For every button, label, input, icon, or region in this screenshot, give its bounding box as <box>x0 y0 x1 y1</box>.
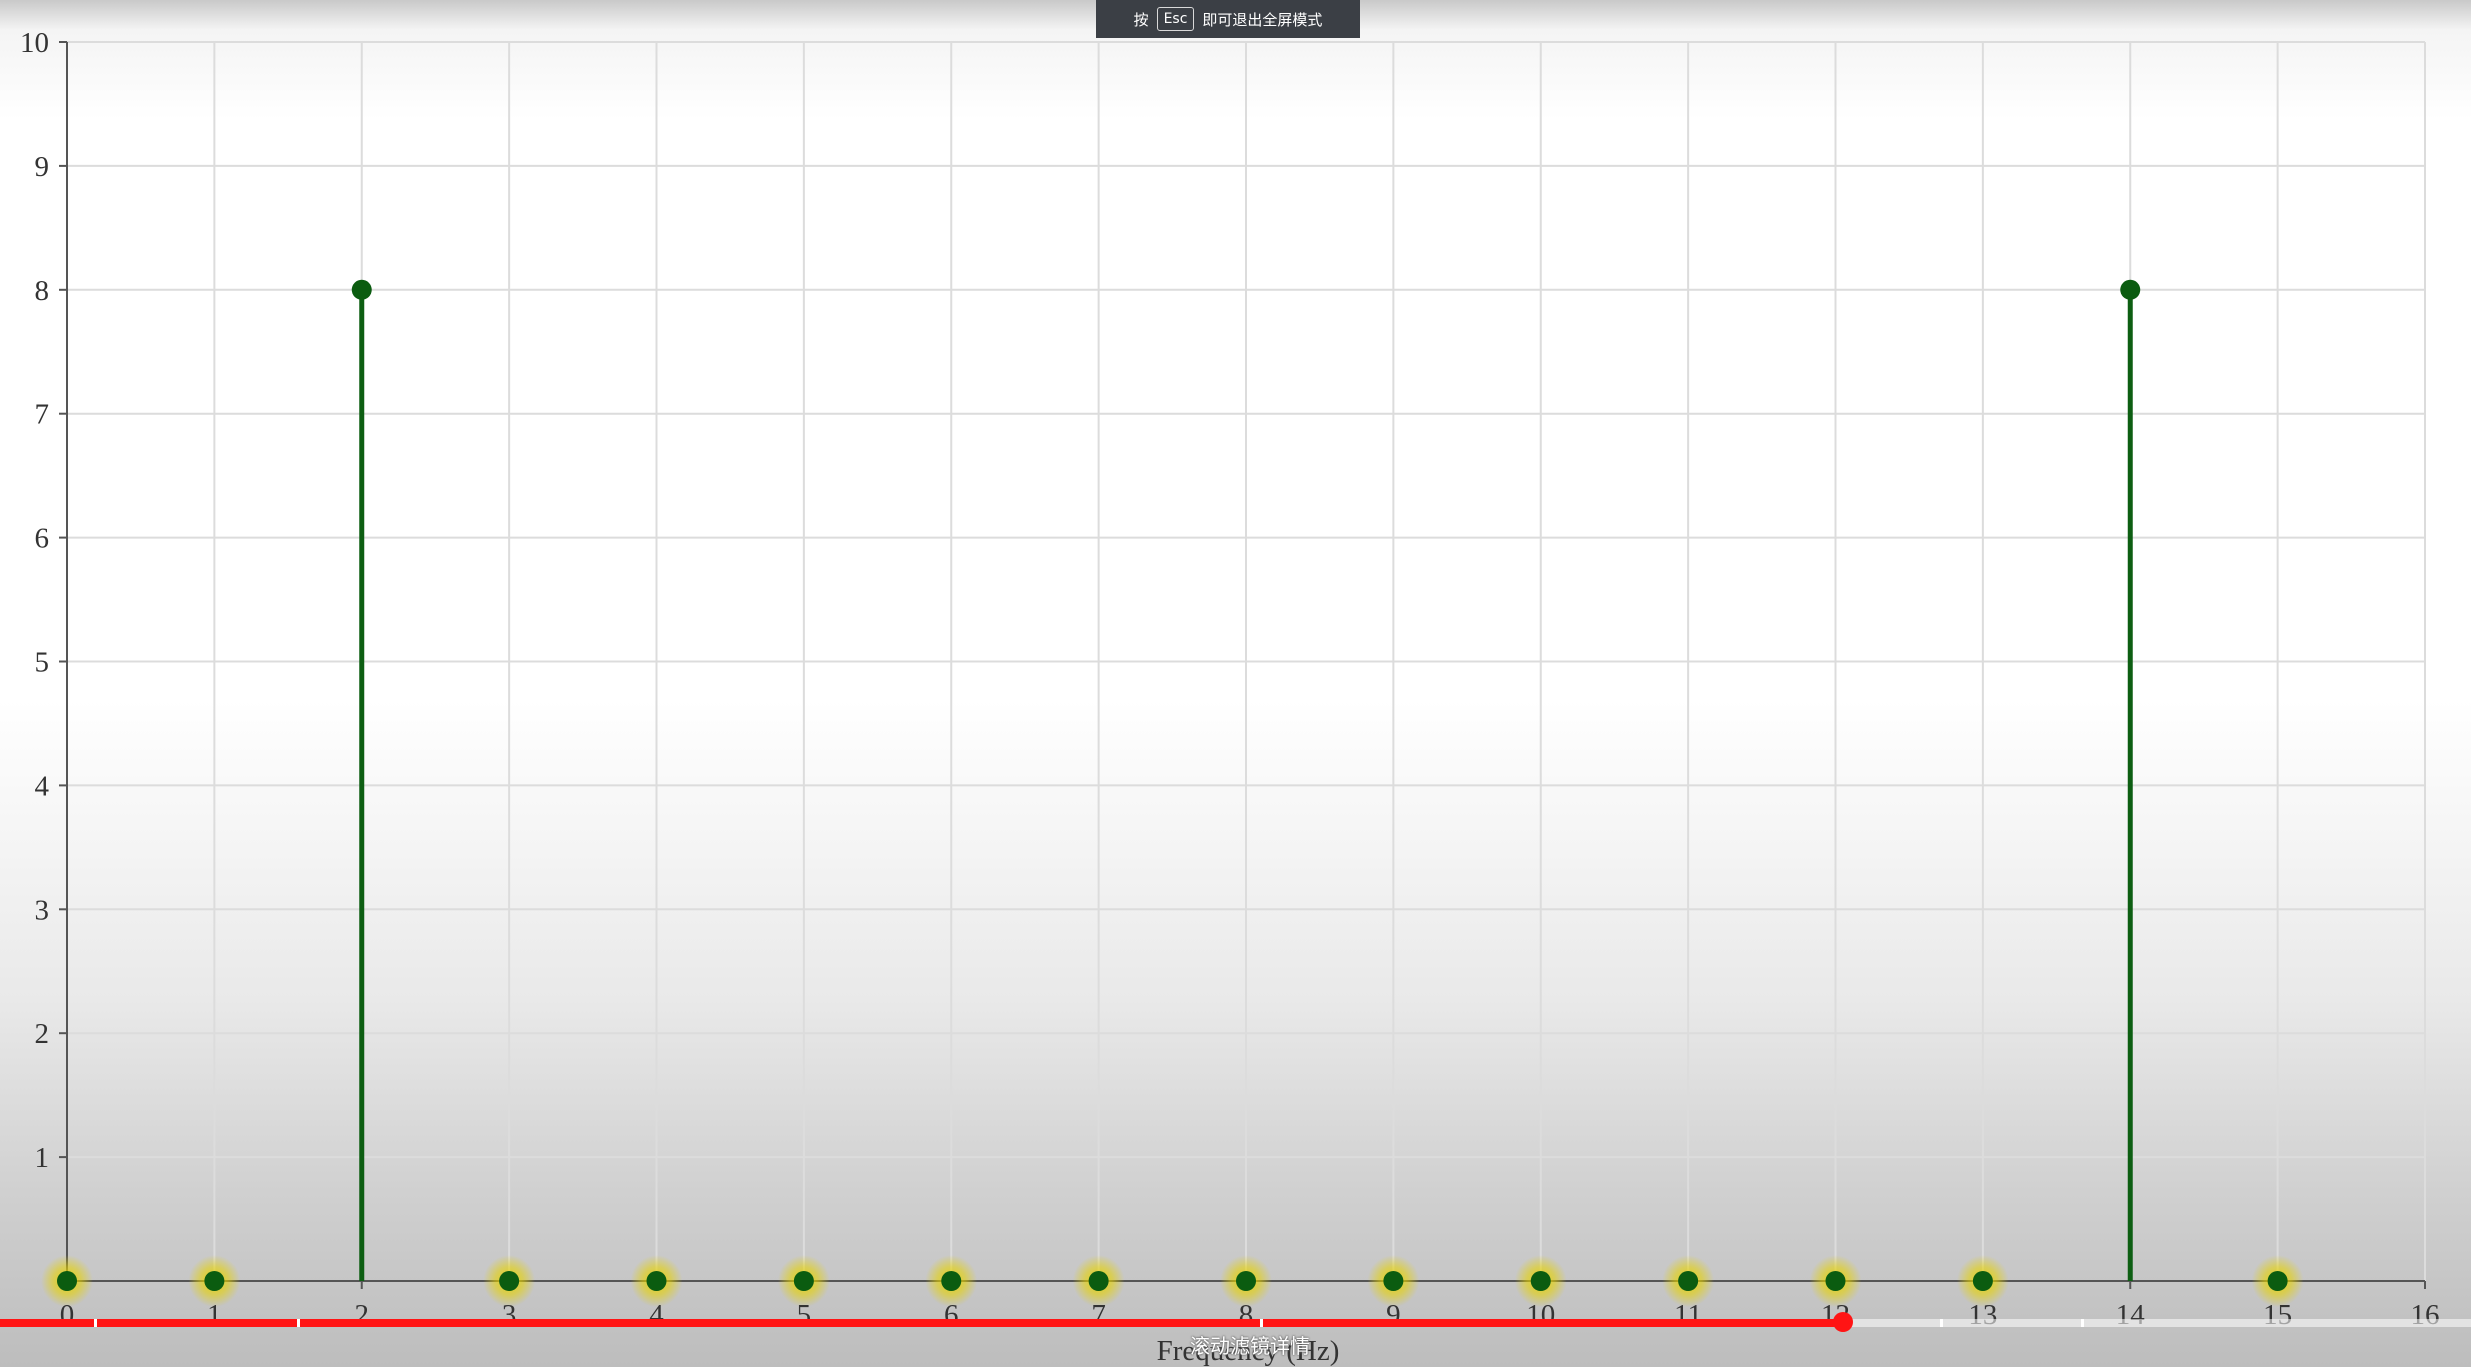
stem-marker <box>1530 1271 1551 1291</box>
progress-played <box>0 1319 1844 1327</box>
stem-marker <box>1678 1271 1699 1291</box>
tick-labels: 01234567891011121314151612345678910 <box>20 27 2440 1331</box>
stem-marker <box>646 1271 667 1291</box>
chapter-divider <box>1260 1319 1264 1327</box>
stem-marker <box>57 1271 77 1291</box>
stems <box>41 279 2304 1307</box>
grid-lines <box>67 41 2426 1281</box>
chapter-divider <box>93 1319 97 1327</box>
y-tick-label: 3 <box>35 894 50 926</box>
stem-marker <box>499 1271 520 1291</box>
stem-marker <box>351 279 372 300</box>
stem-marker <box>204 1271 225 1291</box>
chapter-tooltip-label: 滚动滤镜详情 <box>1190 1334 1310 1358</box>
chapter-divider <box>296 1319 300 1327</box>
stem-marker <box>2120 279 2141 300</box>
stem-marker <box>941 1271 962 1291</box>
y-tick-label: 7 <box>35 399 50 431</box>
stem-marker <box>1972 1271 1993 1291</box>
y-tick-label: 2 <box>35 1018 50 1050</box>
stem-marker <box>2267 1271 2288 1291</box>
y-tick-label: 6 <box>35 523 50 555</box>
stem-marker <box>1236 1271 1256 1291</box>
progress-scrubber-handle[interactable] <box>1833 1312 1854 1332</box>
y-tick-label: 8 <box>35 275 50 307</box>
fullscreen-exit-notice: 按 Esc 即可退出全屏模式 <box>1096 0 1360 38</box>
video-progress-bar[interactable] <box>0 1312 2471 1332</box>
y-tick-label: 5 <box>35 647 50 679</box>
stem-marker <box>793 1271 814 1291</box>
stem-marker <box>1088 1271 1109 1291</box>
x-axis-label: Frequency (Hz) <box>1157 1335 1340 1367</box>
axes <box>59 41 2426 1289</box>
stem-marker <box>1825 1271 1846 1291</box>
notice-prefix: 按 <box>1133 10 1149 29</box>
y-tick-label: 1 <box>35 1142 50 1174</box>
y-tick-label: 4 <box>35 770 50 802</box>
esc-key-badge: Esc <box>1156 7 1195 31</box>
chapter-divider <box>2080 1319 2084 1327</box>
notice-suffix: 即可退出全屏模式 <box>1202 10 1323 29</box>
stem-marker <box>1383 1271 1404 1291</box>
chapter-divider <box>1939 1319 1943 1327</box>
y-tick-label: 10 <box>20 27 49 59</box>
y-tick-label: 9 <box>35 151 50 183</box>
